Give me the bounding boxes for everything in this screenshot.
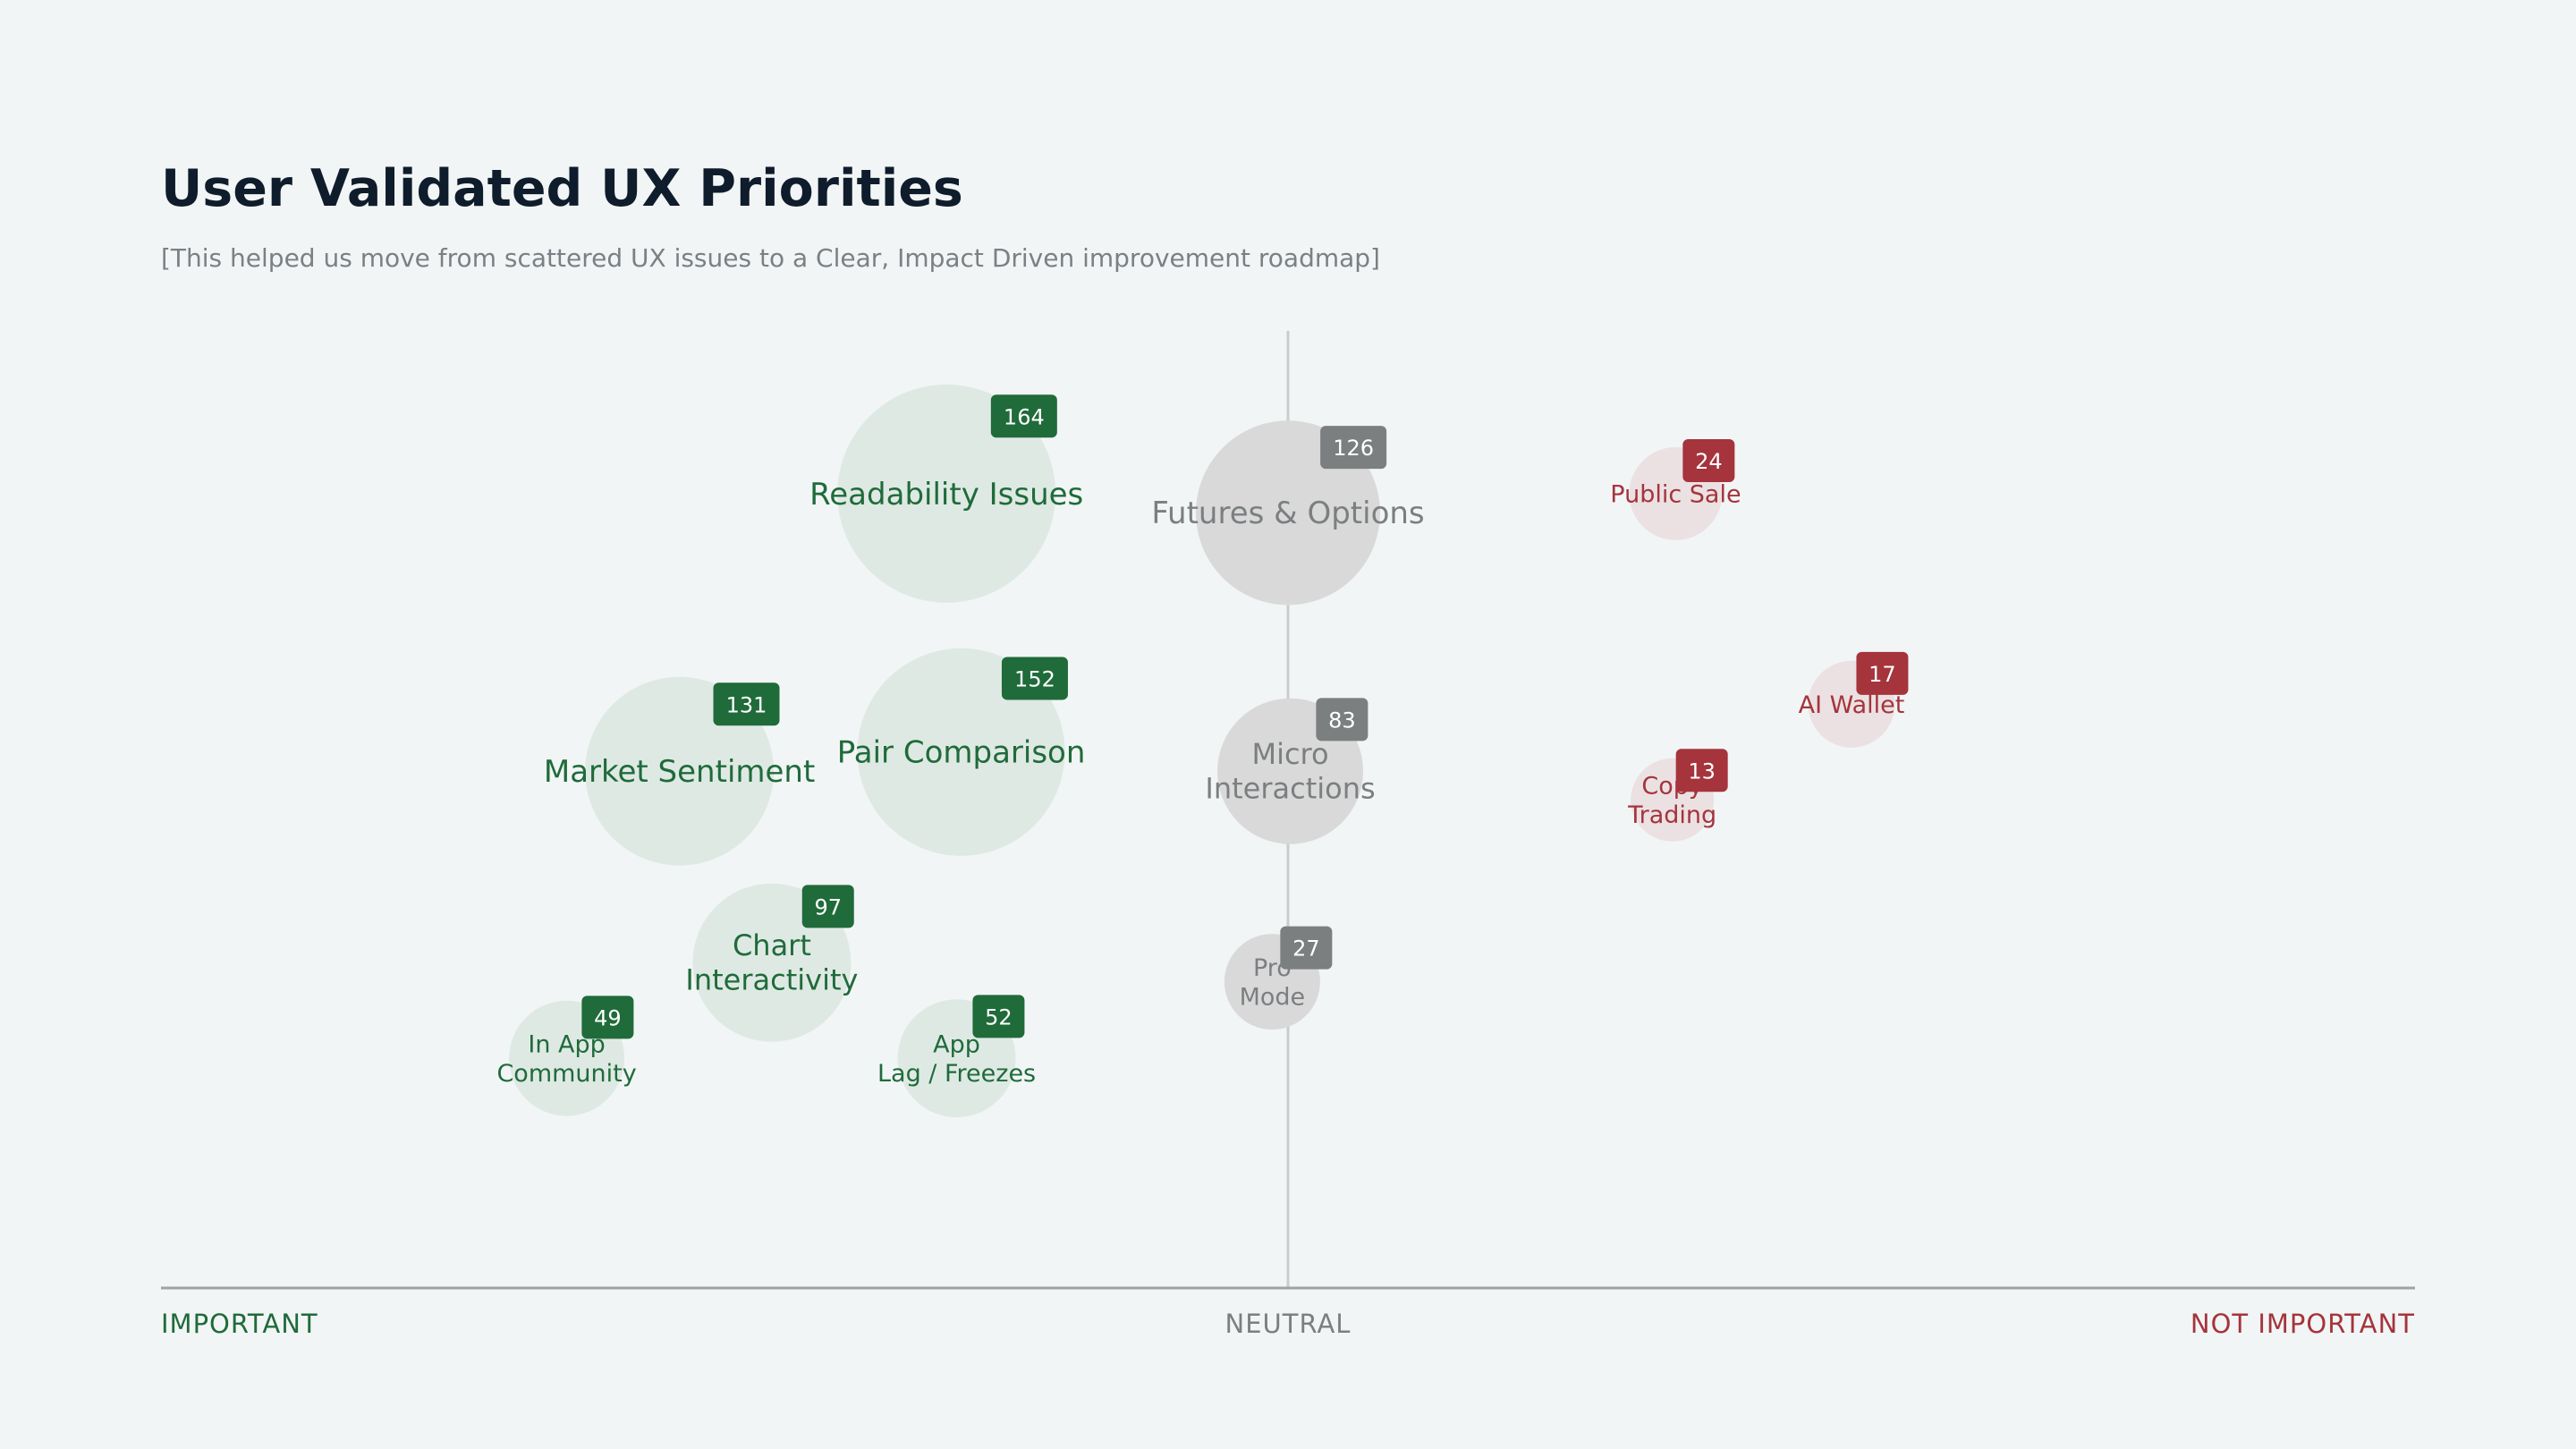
score-badge-value: 126 xyxy=(1333,436,1374,461)
bubble-label: Pair Comparison xyxy=(837,735,1086,771)
score-badge-value: 131 xyxy=(726,692,767,717)
score-badge xyxy=(581,996,634,1039)
bubble-label: Micro Interactions xyxy=(1205,737,1375,805)
page-title: User Validated UX Priorities xyxy=(161,159,963,218)
score-badge xyxy=(801,885,854,928)
bubble-label-line: Chart xyxy=(733,928,811,962)
bubble-label-line: Interactions xyxy=(1205,772,1375,806)
bubble-chart-interactivity[interactable]: Chart Interactivity 97 xyxy=(685,883,858,1042)
score-badge-value: 24 xyxy=(1695,449,1723,474)
bubble-circle[interactable] xyxy=(837,384,1056,603)
bubble-circle[interactable] xyxy=(857,648,1065,856)
score-badge-value: 49 xyxy=(594,1005,622,1030)
bubble-label-line: App xyxy=(933,1030,980,1058)
score-badge xyxy=(1675,749,1728,792)
score-badge xyxy=(1682,438,1735,482)
bubble-micro-interactions[interactable]: Micro Interactions 83 xyxy=(1205,698,1376,844)
bubble-label-line: Public Sale xyxy=(1610,480,1741,508)
bubble-label-line: Readability Issues xyxy=(809,477,1083,513)
score-badge-value: 152 xyxy=(1014,666,1055,691)
bubble-public-sale[interactable]: Public Sale 24 xyxy=(1610,438,1741,540)
bubble-label-line: Micro xyxy=(1251,737,1328,771)
bubble-label-line: Market Sentiment xyxy=(544,754,815,790)
score-badge-value: 97 xyxy=(814,894,842,919)
bubble-label-line: Futures & Options xyxy=(1151,496,1424,531)
bubble-label-line: Lag / Freezes xyxy=(877,1060,1036,1088)
axis-label-not-important: NOT IMPORTANT xyxy=(2190,1309,2415,1339)
bubble-label-line: Mode xyxy=(1240,983,1306,1011)
score-badge xyxy=(713,682,780,726)
bubble-label-line: AI Wallet xyxy=(1799,691,1905,719)
bubble-market-sentiment[interactable]: Market Sentiment 131 xyxy=(544,676,815,866)
bubble-futures-options[interactable]: Futures & Options 126 xyxy=(1151,420,1425,606)
axis-label-important: IMPORTANT xyxy=(161,1309,318,1339)
bubble-pair-comparison[interactable]: Pair Comparison 152 xyxy=(837,648,1086,856)
axis-label-neutral: NEUTRAL xyxy=(1225,1309,1352,1339)
bubble-label: Copy Trading xyxy=(1627,773,1716,829)
bubble-label: Futures & Options xyxy=(1151,496,1424,531)
bubble-label: In App Community xyxy=(496,1030,636,1087)
score-badge-value: 27 xyxy=(1292,936,1320,962)
bubble-label-line: Pair Comparison xyxy=(837,735,1086,771)
score-badge xyxy=(1320,426,1387,470)
bubble-label: Public Sale xyxy=(1610,480,1741,508)
bubble-label: Readability Issues xyxy=(809,477,1083,513)
bubble-ai-wallet[interactable]: AI Wallet 17 xyxy=(1799,651,1909,748)
bubble-label: App Lag / Freezes xyxy=(877,1030,1036,1087)
score-badge xyxy=(1001,657,1068,700)
score-badge-value: 13 xyxy=(1688,758,1716,784)
score-badge xyxy=(990,394,1057,438)
score-badge xyxy=(1856,651,1909,695)
bubble-label: Pro Mode xyxy=(1240,954,1306,1011)
bubble-label: Market Sentiment xyxy=(544,754,815,790)
score-badge xyxy=(1316,698,1368,741)
bubble-label-line: Interactivity xyxy=(685,963,858,997)
score-badge-value: 164 xyxy=(1004,404,1045,429)
score-badge xyxy=(1280,926,1333,970)
score-badge-value: 17 xyxy=(1868,662,1896,687)
bubble-label: Chart Interactivity xyxy=(685,928,858,996)
score-badge xyxy=(972,995,1025,1038)
bubble-label-line: Trading xyxy=(1627,801,1716,829)
bubble-label: AI Wallet xyxy=(1799,691,1905,719)
score-badge-value: 83 xyxy=(1328,708,1356,733)
bubble-label-line: Community xyxy=(496,1060,636,1088)
score-badge-value: 52 xyxy=(985,1004,1013,1030)
bubble-readability-issues[interactable]: Readability Issues 164 xyxy=(809,384,1083,603)
page-subtitle: [This helped us move from scattered UX i… xyxy=(161,243,1380,273)
